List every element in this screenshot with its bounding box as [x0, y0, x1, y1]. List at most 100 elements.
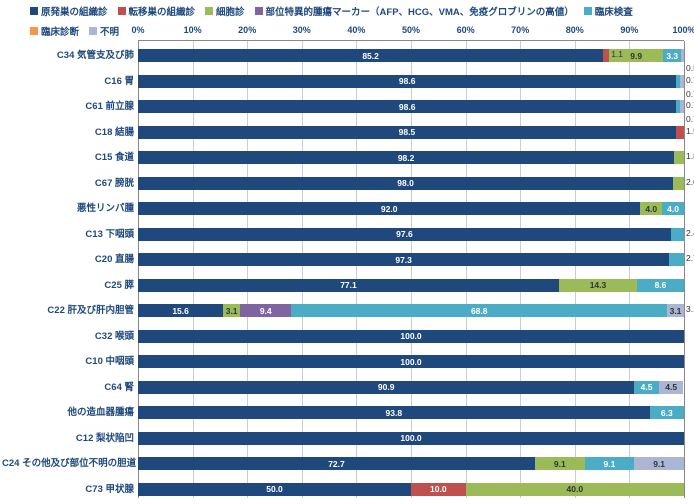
bar-segment: 100.0	[138, 330, 684, 343]
legend-item: 不明	[89, 24, 119, 38]
bar-segment: 40.0	[466, 483, 684, 496]
stacked-bar: 97.6	[138, 228, 684, 241]
table-row: C61 前立腺98.60.70.7	[138, 98, 684, 115]
row-label: C20 直腸	[2, 251, 138, 268]
bar-segment	[674, 151, 684, 164]
segment-value: 100.0	[400, 357, 421, 367]
segment-value: 8.6	[655, 280, 667, 290]
segment-value: 97.6	[396, 229, 413, 239]
stacked-bar: 98.6	[138, 75, 684, 88]
bar-segment: 100.0	[138, 432, 684, 445]
row-label: C24 その他及び部位不明の胆道	[2, 455, 138, 472]
legend-label: 転移巣の組織診	[129, 4, 196, 18]
bar-segment: 100.0	[138, 355, 684, 368]
chart-area: C34 気管支及び肺85.29.93.31.10.5C16 胃98.60.70.…	[138, 40, 684, 498]
bar-segment: 4.5	[634, 381, 659, 394]
row-label: C67 膀胱	[2, 175, 138, 192]
x-tick-label: 10%	[184, 25, 202, 35]
callout-value: 0.7	[686, 114, 694, 124]
legend-swatch	[584, 7, 592, 15]
legend-label: 細胞診	[216, 4, 245, 18]
stacked-bar: 50.010.0 40.0	[138, 483, 684, 496]
table-row: C20 直腸97.32.7	[138, 251, 684, 268]
stacked-bar: 98.2	[138, 151, 684, 164]
legend-item: 転移巣の組織診	[118, 4, 196, 18]
bar-segment	[680, 75, 684, 88]
segment-value: 3.3	[666, 51, 678, 61]
bar-segment: 93.8	[138, 406, 650, 419]
row-label: C16 胃	[2, 73, 138, 90]
bar-segment: 4.0	[662, 202, 684, 215]
row-label: C22 肝及び肝内胆管	[2, 302, 138, 319]
x-tick-label: 30%	[293, 25, 311, 35]
bar-segment: 98.5	[138, 126, 676, 139]
table-row: C25 膵77.114.38.6	[138, 277, 684, 294]
table-row: C22 肝及び肝内胆管15.63.19.468.83.13.1	[138, 302, 684, 319]
row-label: 他の造血器腫瘍	[2, 404, 138, 421]
stacked-bar: 98.0	[138, 177, 684, 190]
stacked-bar: 100.0	[138, 330, 684, 343]
segment-value: 9.1	[604, 459, 616, 469]
bar-segment: 10.0	[411, 483, 466, 496]
table-row: C24 その他及び部位不明の胆道72.79.19.19.1	[138, 455, 684, 472]
bar-segment: 50.0	[138, 483, 411, 496]
stacked-bar: 97.3	[138, 253, 684, 266]
row-label: C73 甲状腺	[2, 481, 138, 498]
bar-segment: 98.2	[138, 151, 674, 164]
bar-segment: 98.6	[138, 100, 676, 113]
stacked-bar: 92.0 4.0 4.0	[138, 202, 684, 215]
segment-value: 92.0	[381, 204, 398, 214]
segment-value: 9.9	[630, 51, 642, 61]
segment-value: 14.3	[590, 280, 607, 290]
segment-value: 85.2	[362, 51, 379, 61]
segment-value: 3.1	[670, 306, 682, 316]
bar-segment: 9.4	[240, 304, 291, 317]
callout-value: 0.5	[686, 63, 694, 73]
table-row: C16 胃98.60.70.7	[138, 73, 684, 90]
bar-segment: 6.3	[650, 406, 684, 419]
bar-segment	[673, 177, 684, 190]
table-row: C12 梨状陥凹100.0	[138, 430, 684, 447]
table-row: C64 腎90.94.54.5	[138, 379, 684, 396]
bar-segment: 3.3	[663, 49, 681, 62]
bar-segment	[680, 100, 684, 113]
row-label: C34 気管支及び肺	[2, 47, 138, 64]
row-label: C18 結腸	[2, 124, 138, 141]
x-tick-label: 50%	[402, 25, 420, 35]
x-tick-label: 20%	[238, 25, 256, 35]
bar-segment: 4.5	[659, 381, 684, 394]
bar-segment: 14.3	[559, 279, 637, 292]
row-label: C10 中咽頭	[2, 353, 138, 370]
legend-item: 細胞診	[205, 4, 245, 18]
segment-value: 98.6	[399, 102, 416, 112]
stacked-bar: 15.63.19.468.83.1	[138, 304, 684, 317]
legend-item: 部位特異的腫瘍マーカー（AFP、HCG、VMA、免疫グロブリンの高値）	[255, 4, 574, 18]
stacked-bar: 90.94.54.5	[138, 381, 684, 394]
table-row: C15 食道98.21.8	[138, 149, 684, 166]
segment-value: 4.5	[665, 382, 677, 392]
row-label: C32 喉頭	[2, 328, 138, 345]
bar-segment: 72.7	[138, 457, 535, 470]
stacked-bar: 98.5	[138, 126, 684, 139]
legend-label: 原発巣の組織診	[41, 4, 108, 18]
segment-value: 40.0	[567, 484, 584, 494]
table-row: C73 甲状腺50.010.040.0	[138, 481, 684, 498]
segment-value: 9.1	[554, 459, 566, 469]
bar-segment: 98.0	[138, 177, 673, 190]
table-row: C10 中咽頭100.0	[138, 353, 684, 370]
row-label: C64 腎	[2, 379, 138, 396]
callout-value: 0.7	[686, 100, 694, 110]
legend-swatch	[118, 7, 126, 15]
stacked-bar: 77.114.38.6	[138, 279, 684, 292]
segment-value: 4.5	[641, 382, 653, 392]
segment-value: 93.8	[386, 408, 403, 418]
callout-value: 2.7	[686, 253, 694, 263]
table-row: C13 下咽頭97.62.4	[138, 226, 684, 243]
callout-value: 0.7	[686, 89, 694, 99]
segment-value: 4.0	[667, 204, 679, 214]
bar-segment	[676, 126, 684, 139]
row-label: C13 下咽頭	[2, 226, 138, 243]
x-tick-label: 60%	[457, 25, 475, 35]
bar-segment: 4.0	[640, 202, 662, 215]
callout-value: 0.7	[686, 75, 694, 85]
